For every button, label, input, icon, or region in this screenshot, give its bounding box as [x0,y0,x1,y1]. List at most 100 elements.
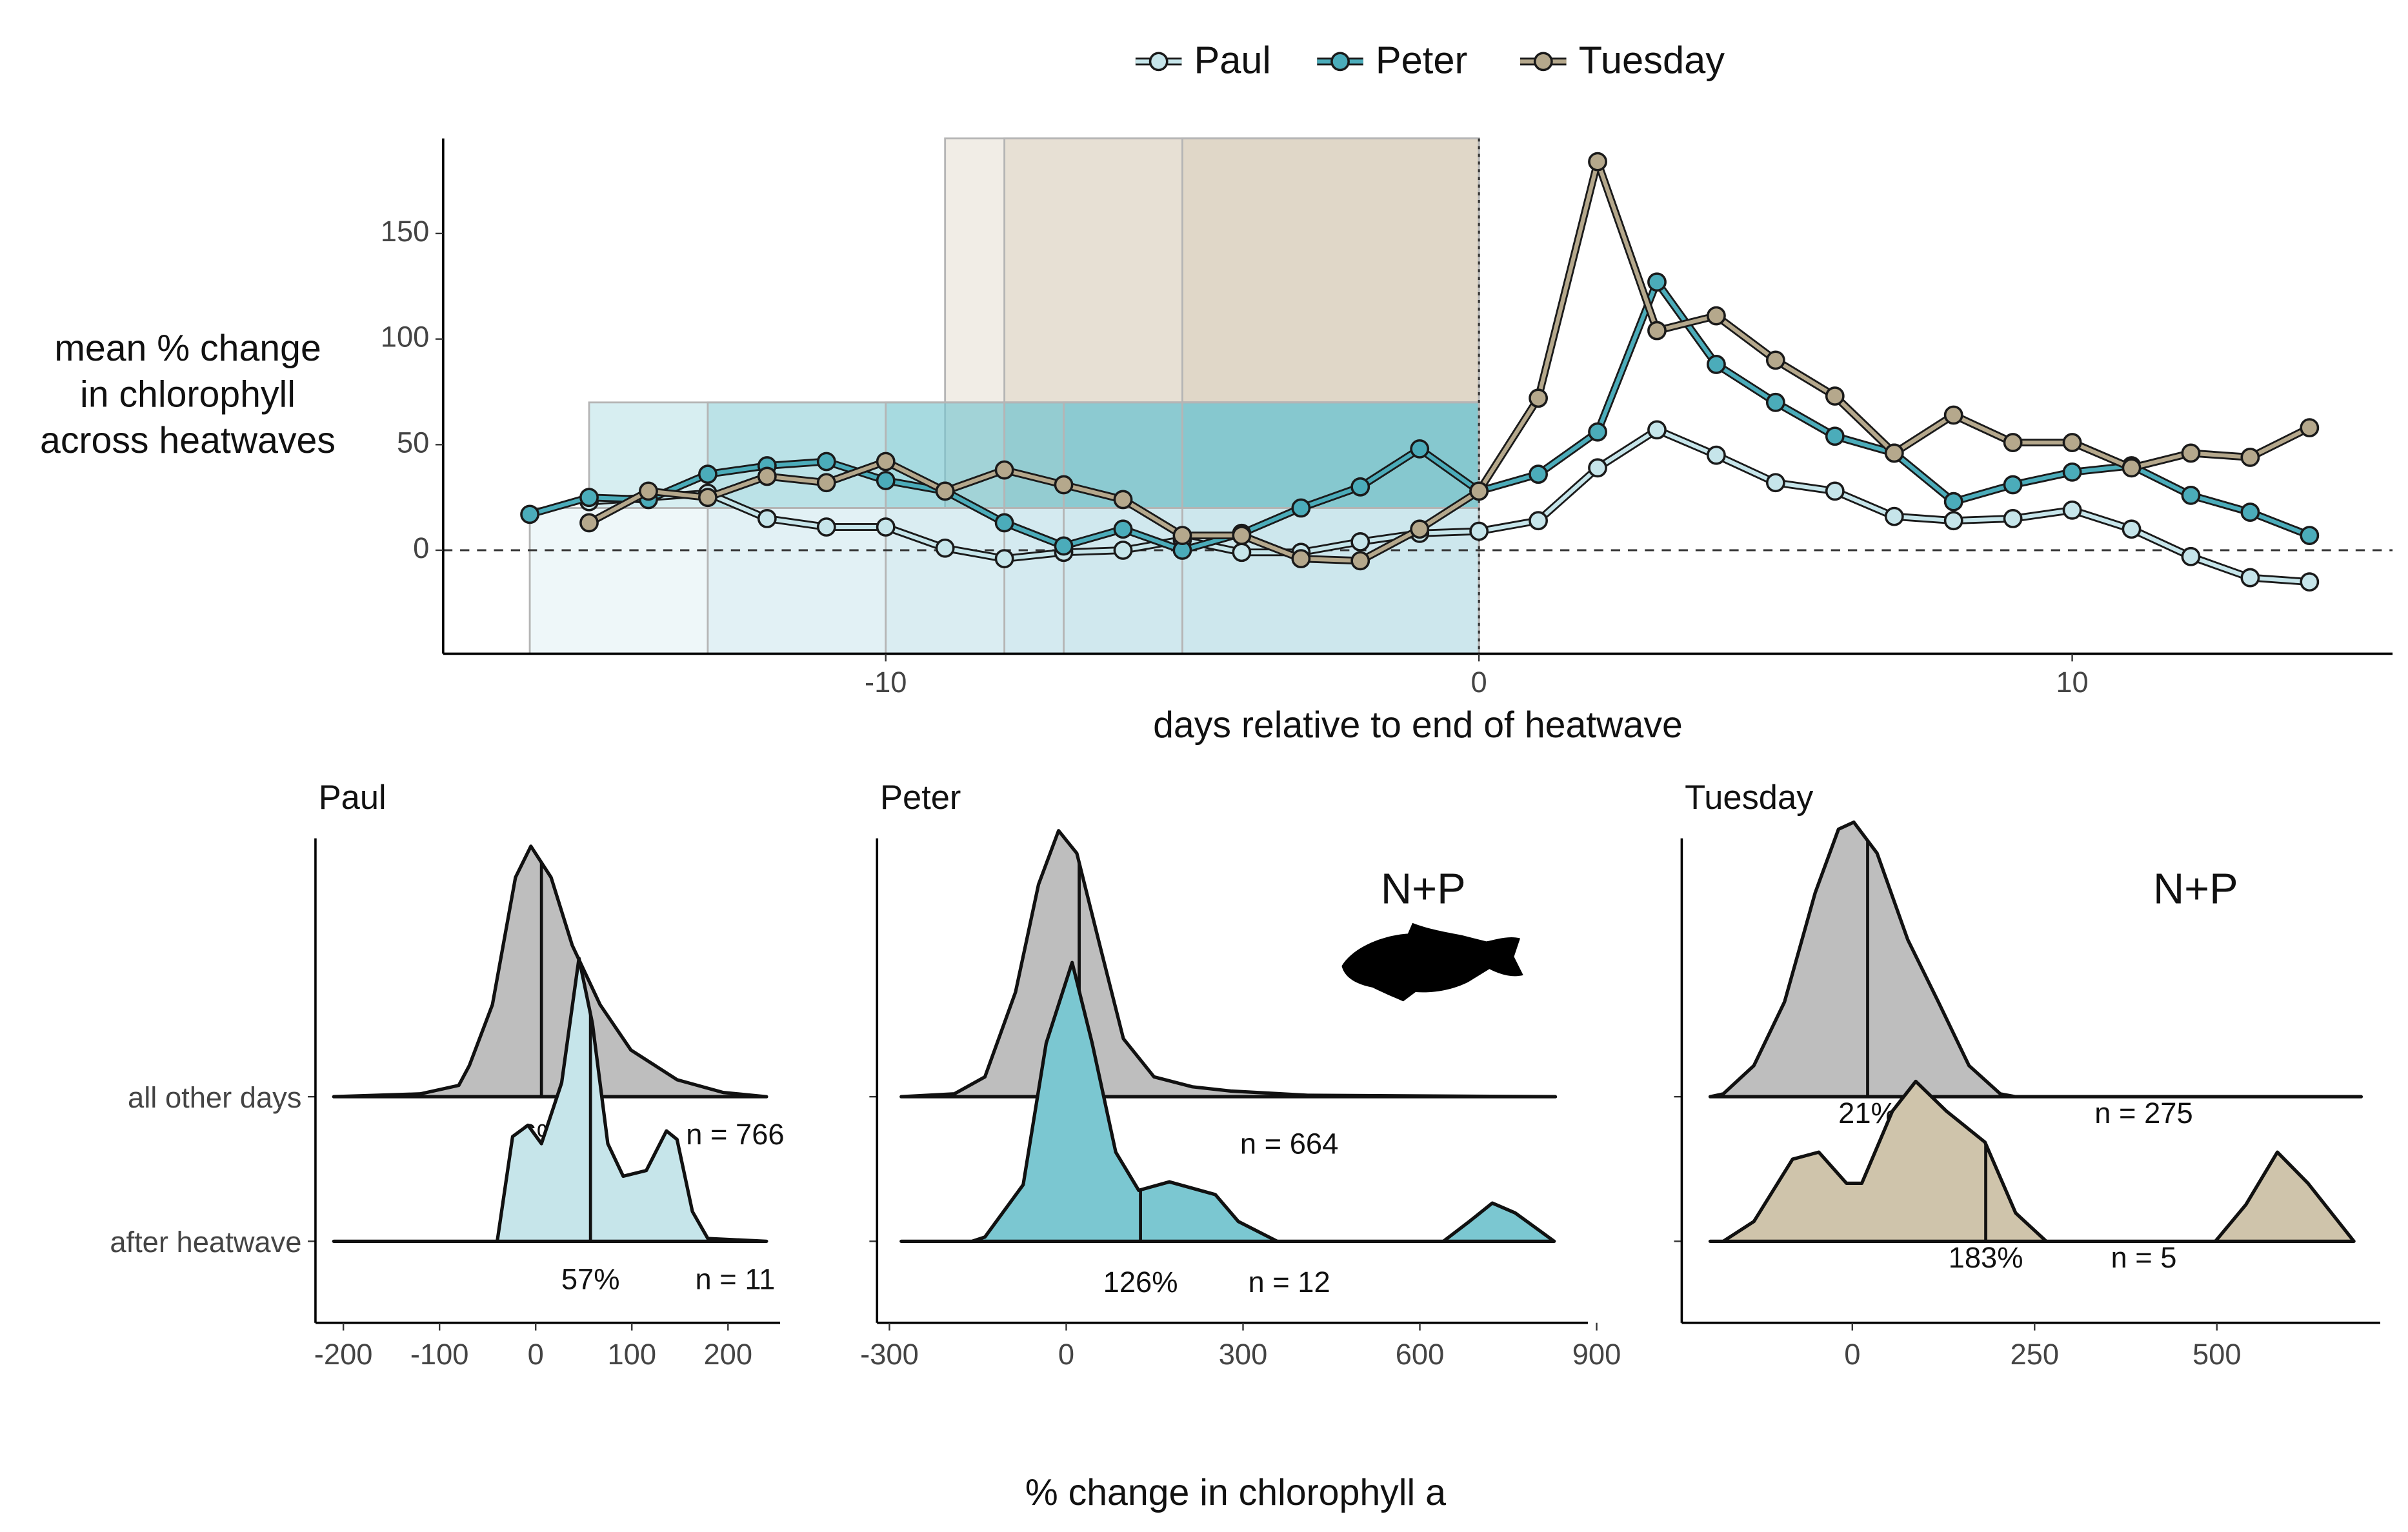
point [1647,420,1667,440]
point [1943,492,1963,512]
point [1113,519,1133,539]
point [1350,551,1370,571]
n-label: n = 275 [2094,1097,2192,1129]
point [2062,500,2082,520]
point [1529,464,1548,484]
point [579,488,599,508]
point [2181,546,2201,566]
x-tick-label: -300 [860,1338,919,1371]
point [816,473,836,493]
point [876,471,896,490]
heatwave-period [944,137,1480,509]
point [1825,481,1845,501]
density-ridge [1708,820,2363,1099]
point [816,517,836,537]
median-label: 183% [1949,1241,2023,1274]
n-label: n = 766 [686,1118,784,1151]
point [2181,485,2201,505]
point [994,549,1014,569]
x-axis-label: % change in chlorophyll a [1025,1472,1446,1513]
point [757,466,777,486]
point [1350,532,1370,552]
x-tick-label: 0 [528,1338,544,1371]
point [2122,519,2142,539]
panel-title: Paul [319,779,386,817]
x-tick-label: 500 [2192,1338,2242,1371]
point [2240,448,2260,467]
x-tick-label: 0 [1844,1338,1860,1371]
point [1943,405,1963,425]
point [1469,521,1489,541]
point [1588,152,1607,172]
point [876,452,896,472]
panel-title: Tuesday [1685,779,1814,817]
point [1172,526,1192,545]
n-label: n = 11 [696,1262,776,1295]
x-tick-label: -10 [865,666,907,699]
point [1884,443,1904,463]
x-tick-label: -100 [410,1338,469,1371]
density-ridge [332,956,768,1243]
annotation: N+P [1381,866,1466,913]
point [1825,426,1845,446]
point [876,517,896,537]
point [1588,422,1607,442]
point [2003,508,2023,528]
point [1707,306,1726,326]
n-label: n = 5 [2111,1241,2176,1274]
point [2181,443,2201,463]
point [1232,526,1252,545]
y-tick-label: 150 [381,215,430,248]
point [1765,392,1785,412]
x-tick-label: 600 [1396,1338,1445,1371]
point [2300,572,2320,592]
y-tick-label: 100 [381,321,430,353]
point [816,452,836,472]
point [2003,475,2023,495]
x-tick-label: 900 [1572,1338,1621,1371]
x-tick-label: 0 [1471,666,1487,699]
legend-marker [1533,52,1553,72]
point [2062,462,2082,482]
median-label: 57% [561,1262,620,1295]
x-tick-label: 300 [1219,1338,1268,1371]
n-label: n = 12 [1249,1266,1330,1298]
point [1232,542,1252,562]
x-tick-label: 10 [2056,666,2088,699]
legend-label: Paul [1194,39,1271,82]
y-axis-label: across heatwaves [40,420,336,461]
point [639,481,658,501]
x-axis-label: days relative to end of heatwave [1153,704,1683,746]
point [1529,388,1548,408]
point [1884,506,1904,526]
y-tick-label: all other days [128,1081,301,1114]
point [2300,526,2320,545]
point [935,481,955,501]
point [2062,433,2082,452]
point [2240,502,2260,522]
point [1291,498,1311,518]
density-ridge [332,844,768,1099]
panel-title: Peter [880,779,961,817]
point [1765,473,1785,493]
point [1529,511,1548,531]
point [2240,568,2260,588]
point [1054,536,1074,556]
y-tick-label: 0 [413,532,429,564]
point [1647,321,1667,341]
legend-marker [1330,52,1350,72]
point [698,488,717,508]
x-tick-label: 100 [607,1338,656,1371]
density-ridge [1708,1079,2356,1243]
point [1291,549,1311,569]
y-tick-label: 50 [397,426,429,459]
point [2122,458,2142,478]
point [1588,458,1607,478]
density-ridge [899,960,1556,1243]
point [2003,433,2023,452]
point [1647,272,1667,292]
point [579,513,599,533]
x-tick-label: 200 [703,1338,752,1371]
